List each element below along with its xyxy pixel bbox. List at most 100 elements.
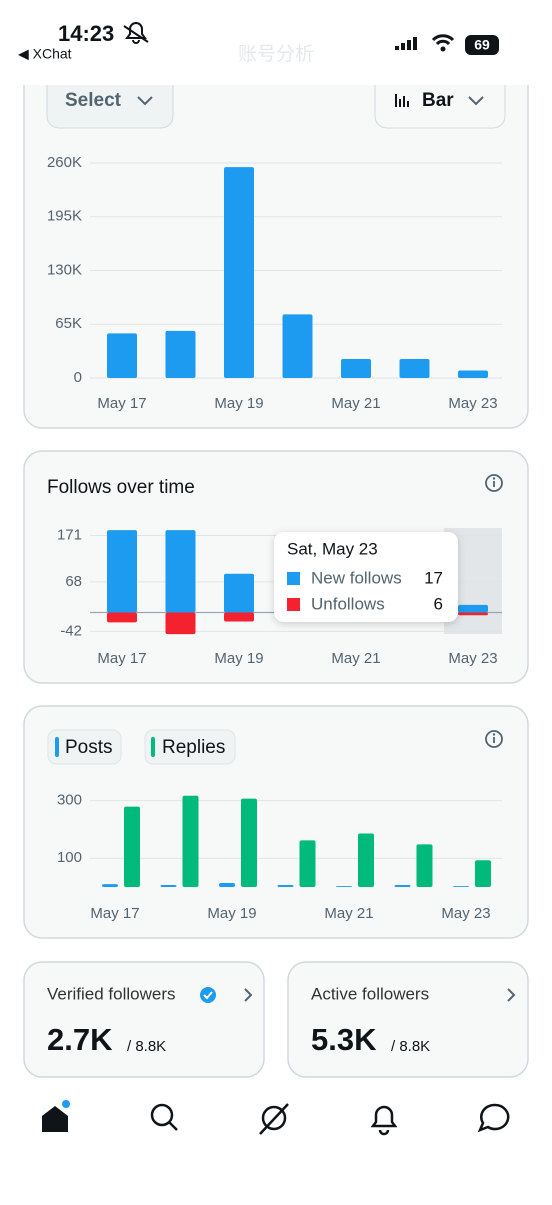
- legend-label: Replies: [162, 737, 225, 758]
- bar: [224, 573, 254, 613]
- header: [0, 0, 552, 85]
- bar: [458, 370, 488, 378]
- bar: [241, 798, 257, 887]
- bar: [416, 844, 433, 887]
- y-tick-label: 300: [57, 792, 82, 809]
- legend-label: Posts: [65, 737, 113, 758]
- bar: [124, 806, 140, 887]
- home-icon[interactable]: [42, 1106, 68, 1132]
- signal-icon: [395, 37, 417, 50]
- x-tick-label: May 17: [90, 905, 139, 922]
- bar: [224, 612, 254, 622]
- y-tick-label: 68: [65, 573, 82, 590]
- verified-card[interactable]: [23, 961, 265, 1078]
- legend-chip[interactable]: [47, 729, 122, 765]
- y-tick-label: 171: [57, 527, 82, 544]
- y-tick-label: 100: [57, 849, 82, 866]
- posts-card: [23, 705, 529, 939]
- plots: 0 65K 130K 195K 260K May 17 May 19 May 21 May 23…: [47, 154, 502, 922]
- battery: [465, 35, 499, 55]
- active-card[interactable]: [287, 961, 529, 1078]
- card-total: / 8.8K: [391, 1038, 430, 1055]
- notifications-icon[interactable]: [370, 1105, 398, 1136]
- bar-icon: [395, 94, 409, 107]
- tooltip-swatch: [287, 572, 300, 585]
- bar: [336, 886, 352, 887]
- x-tick-label: May 23: [448, 650, 497, 667]
- bar: [107, 530, 137, 613]
- bar: [453, 886, 469, 887]
- bar: [102, 884, 118, 887]
- bar: [475, 860, 491, 887]
- tooltip-label: New follows: [311, 568, 402, 587]
- back-app[interactable]: ◀ XChat: [18, 46, 72, 62]
- card-total: / 8.8K: [127, 1038, 166, 1055]
- battery-level: 69: [474, 37, 490, 53]
- x-tick-label: May 19: [214, 395, 263, 412]
- bar: [394, 884, 411, 887]
- info-icon[interactable]: [485, 474, 503, 492]
- bar: [299, 840, 316, 887]
- verified-badge: [200, 987, 216, 1003]
- grok-icon[interactable]: [259, 1103, 289, 1135]
- bar: [458, 604, 488, 613]
- time: 14:23: [58, 21, 114, 46]
- legend-swatch: [55, 737, 59, 757]
- x-tick-label: May 17: [97, 650, 146, 667]
- tooltip-value: 6: [434, 594, 443, 613]
- mute-icon: [123, 22, 149, 44]
- tooltip-swatch: [287, 598, 300, 611]
- tooltip-value: 17: [424, 568, 443, 587]
- bar: [107, 333, 137, 378]
- wifi-dot: [440, 46, 446, 52]
- info-icon[interactable]: [485, 730, 503, 748]
- x-tick-label: May 19: [207, 905, 256, 922]
- wifi-icon: [431, 34, 455, 46]
- x-tick-label: May 23: [441, 905, 490, 922]
- tooltip-label: Unfollows: [311, 594, 385, 613]
- x-tick-label: May 17: [97, 395, 146, 412]
- bar: [358, 833, 374, 887]
- type-label: Bar: [422, 90, 454, 111]
- chevron: [244, 988, 253, 1002]
- card-title: Verified followers: [47, 984, 176, 1003]
- badge-check: [203, 991, 213, 1000]
- header-title: 账号分析: [238, 43, 314, 65]
- card-value: 2.7K: [47, 1022, 113, 1057]
- bar: [165, 330, 196, 378]
- x-tick-label: May 19: [214, 650, 263, 667]
- chevron: [468, 96, 484, 106]
- bar: [219, 882, 235, 887]
- y-tick-label: -42: [60, 622, 82, 639]
- y-tick-label: 130K: [47, 261, 82, 278]
- bar: [282, 314, 313, 378]
- bar: [107, 612, 137, 623]
- bar: [458, 612, 488, 616]
- y-tick-label: 195K: [47, 208, 82, 225]
- chevron: [507, 988, 516, 1002]
- y-tick-label: 65K: [55, 315, 82, 332]
- y-tick-label: 0: [74, 369, 82, 386]
- bar: [277, 884, 294, 887]
- chevron: [137, 96, 153, 106]
- legend-chip[interactable]: [144, 729, 236, 765]
- legend-swatch: [151, 737, 155, 757]
- x-tick-label: May 21: [324, 905, 373, 922]
- x-tick-label: May 23: [448, 395, 497, 412]
- info-dot: [492, 733, 496, 736]
- bar: [165, 530, 196, 613]
- bar: [399, 358, 430, 378]
- messages-icon[interactable]: [477, 1103, 510, 1133]
- bar: [341, 358, 371, 378]
- tooltip-title: Sat, May 23: [287, 539, 378, 558]
- bar: [160, 884, 177, 887]
- bar: [165, 612, 196, 635]
- bar: [182, 795, 199, 887]
- tooltip: [274, 532, 458, 622]
- chart-title: Follows over time: [47, 477, 195, 498]
- y-tick-label: 260K: [47, 154, 82, 171]
- notification-dot: [62, 1100, 70, 1108]
- search-icon[interactable]: [150, 1103, 178, 1131]
